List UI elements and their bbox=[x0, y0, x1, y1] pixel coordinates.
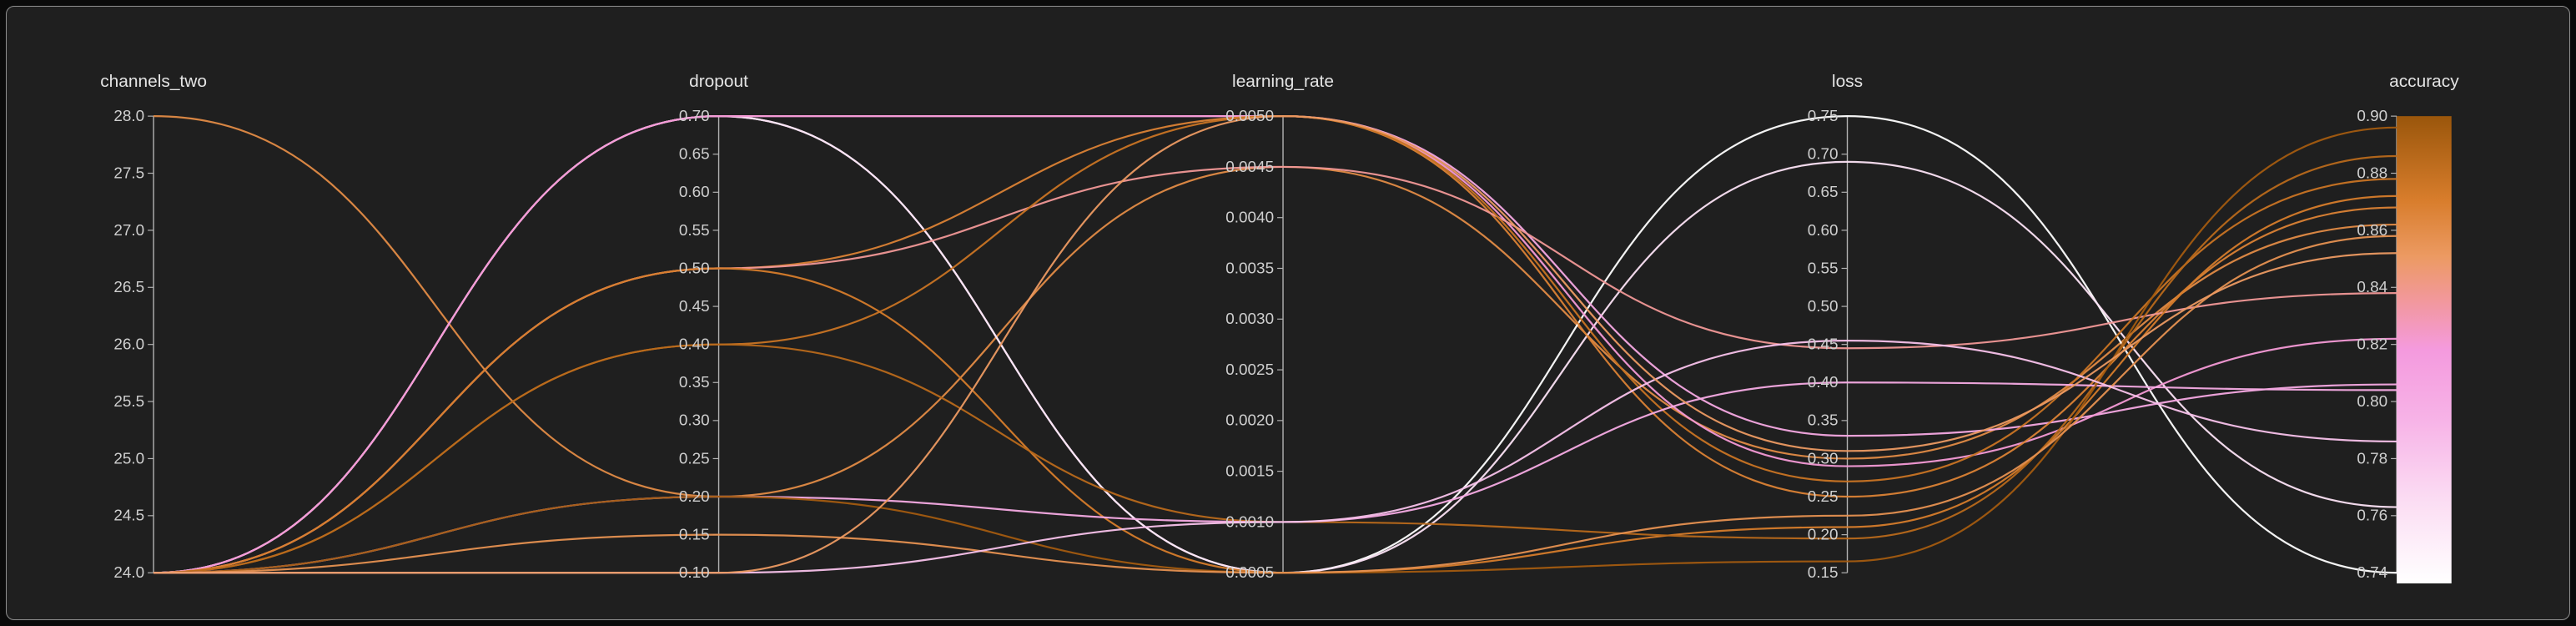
run-line[interactable] bbox=[153, 115, 2397, 574]
axis-tick-label: 0.65 bbox=[679, 145, 710, 163]
axis-tick-label: 0.20 bbox=[1808, 526, 1839, 543]
axis-tick-label: 0.40 bbox=[679, 336, 710, 353]
axis-tick-label: 0.0025 bbox=[1225, 361, 1274, 378]
axis-tick-label: 0.15 bbox=[679, 526, 710, 543]
axis-tick-label: 25.5 bbox=[113, 392, 144, 410]
run-line[interactable] bbox=[153, 115, 2397, 574]
axis-tick-label: 0.0015 bbox=[1225, 462, 1274, 480]
axis-title-channels_two[interactable]: channels_two bbox=[100, 72, 207, 91]
axis-tick-label: 0.0040 bbox=[1225, 209, 1274, 226]
axis-tick-label: 0.82 bbox=[2357, 336, 2387, 353]
axis-tick-label: 0.0010 bbox=[1225, 512, 1274, 530]
axis-tick-label: 0.0030 bbox=[1225, 310, 1274, 327]
axis-tick-label: 28.0 bbox=[113, 107, 144, 124]
parallel-coordinates-panel: channels_two 28.0 27.5 27.0 26.5 26.0 25.5 25.0… bbox=[6, 6, 2570, 620]
axis-tick-label: 0.65 bbox=[1808, 183, 1839, 200]
axis-tick-label: 0.60 bbox=[679, 183, 710, 200]
axis-tick-label: 0.0050 bbox=[1225, 107, 1274, 124]
axis-tick-label: 0.55 bbox=[1808, 260, 1839, 277]
axis-tick-label: 27.5 bbox=[113, 164, 144, 182]
parallel-coordinates-chart: channels_two 28.0 27.5 27.0 26.5 26.0 25.5 25.0… bbox=[100, 72, 2459, 583]
axis-tick-label: 0.74 bbox=[2357, 563, 2387, 581]
axis-tick-label: 0.20 bbox=[679, 487, 710, 505]
run-line[interactable] bbox=[153, 115, 2397, 574]
axis-tick-label: 0.45 bbox=[1808, 336, 1839, 353]
axis-tick-label: 0.0035 bbox=[1225, 260, 1274, 277]
axis-title-loss[interactable]: loss bbox=[1832, 72, 1863, 91]
axis-tick-label: 0.70 bbox=[1808, 145, 1839, 163]
axis-tick-label: 0.0045 bbox=[1225, 158, 1274, 175]
axis-tick-label: 0.25 bbox=[1808, 487, 1839, 505]
axis-tick-label: 0.84 bbox=[2357, 278, 2387, 295]
axis-tick-label: 0.88 bbox=[2357, 164, 2387, 182]
run-line[interactable] bbox=[153, 235, 2397, 574]
run-line[interactable] bbox=[153, 381, 2397, 574]
axis-tick-label: 0.50 bbox=[1808, 297, 1839, 315]
axis-tick-label: 0.40 bbox=[1808, 373, 1839, 391]
axis-tick-label: 0.15 bbox=[1808, 563, 1839, 581]
axis-tick-label: 0.25 bbox=[679, 449, 710, 467]
axis-tick-label: 0.90 bbox=[2357, 107, 2387, 124]
axis-tick-label: 0.10 bbox=[679, 563, 710, 581]
axis-title-accuracy[interactable]: accuracy bbox=[2389, 72, 2459, 91]
run-line[interactable] bbox=[153, 115, 2397, 574]
axis-learning_rate bbox=[1277, 115, 1284, 573]
run-line[interactable] bbox=[153, 115, 2397, 574]
axis-tick-label: 26.0 bbox=[113, 336, 144, 353]
axis-tick-label: 0.50 bbox=[679, 260, 710, 277]
run-line[interactable] bbox=[153, 194, 2397, 574]
colorbar bbox=[2397, 116, 2452, 583]
axis-tick-label: 0.35 bbox=[679, 373, 710, 391]
run-line[interactable] bbox=[153, 115, 2397, 574]
axis-tick-label: 0.30 bbox=[679, 411, 710, 429]
axis-tick-label: 0.35 bbox=[1808, 411, 1839, 429]
axis-tick-label: 0.80 bbox=[2357, 392, 2387, 410]
run-line[interactable] bbox=[153, 115, 2397, 574]
axis-tick-label: 24.0 bbox=[113, 563, 144, 581]
axis-title-dropout[interactable]: dropout bbox=[689, 72, 748, 91]
axis-tick-label: 0.86 bbox=[2357, 221, 2387, 239]
axis-tick-label: 26.5 bbox=[113, 278, 144, 295]
axis-tick-label: 0.75 bbox=[1808, 107, 1839, 124]
axis-tick-label: 0.70 bbox=[679, 107, 710, 124]
axis-tick-label: 0.0020 bbox=[1225, 411, 1274, 429]
axis-tick-label: 0.0005 bbox=[1225, 563, 1274, 581]
run-line[interactable] bbox=[153, 126, 2397, 574]
axis-tick-label: 27.0 bbox=[113, 221, 144, 239]
axis-loss bbox=[1841, 115, 1849, 573]
axis-tick-label: 25.0 bbox=[113, 449, 144, 467]
axis-tick-label: 0.60 bbox=[1808, 221, 1839, 239]
axis-tick-label: 0.78 bbox=[2357, 449, 2387, 467]
axis-accuracy bbox=[2391, 115, 2397, 573]
axis-tick-label: 0.30 bbox=[1808, 449, 1839, 467]
axis-tick-label: 24.5 bbox=[113, 507, 144, 524]
axis-channels_two bbox=[148, 115, 154, 573]
axis-tick-label: 0.76 bbox=[2357, 507, 2387, 524]
axis-title-learning_rate[interactable]: learning_rate bbox=[1232, 72, 1334, 91]
axis-tick-label: 0.45 bbox=[679, 297, 710, 315]
run-line[interactable] bbox=[153, 115, 2397, 498]
axis-tick-label: 0.55 bbox=[679, 221, 710, 239]
